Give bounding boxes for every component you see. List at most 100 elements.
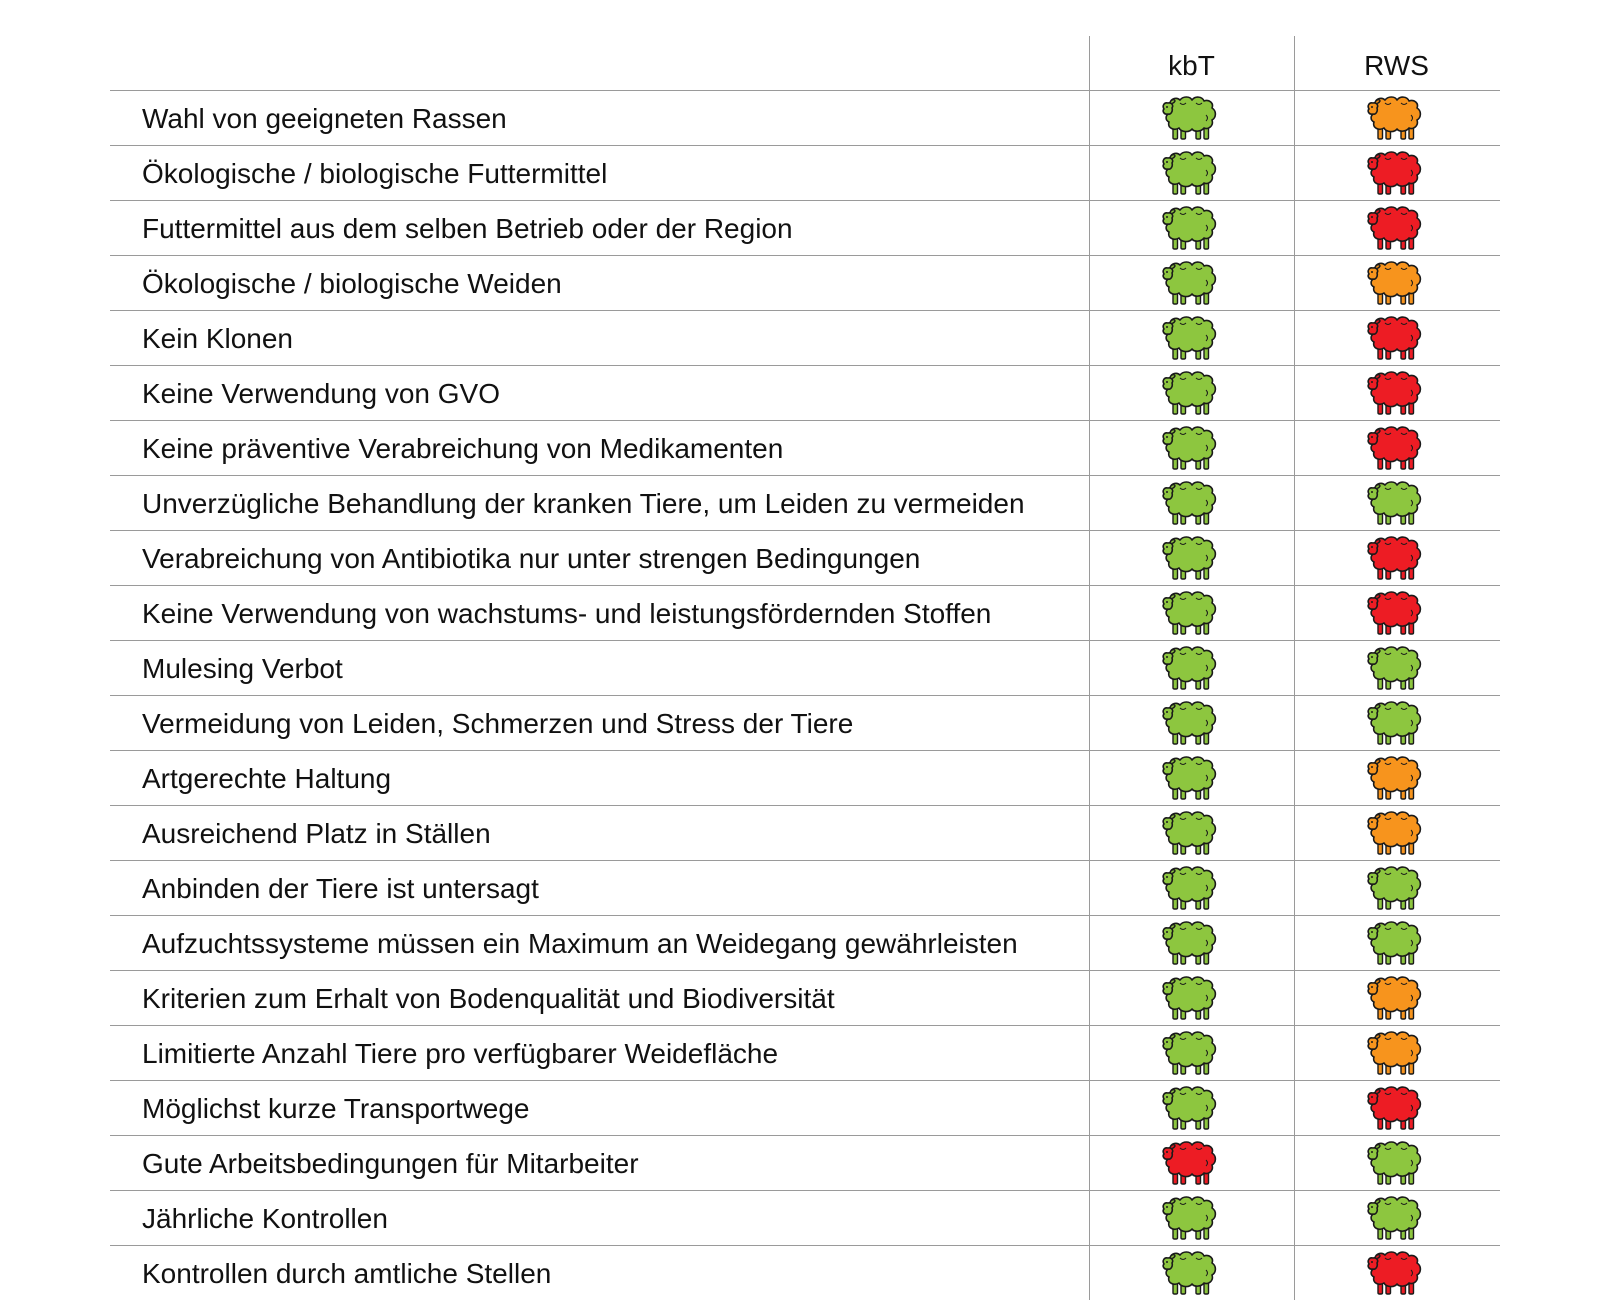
- rws-rating-cell: [1294, 806, 1499, 860]
- table-row: Anbinden der Tiere ist untersagt: [110, 861, 1500, 916]
- sheep-icon: [1366, 1251, 1421, 1295]
- table-row: Keine Verwendung von GVO: [110, 366, 1500, 421]
- rws-rating-cell: [1294, 531, 1499, 585]
- criterion-label: Anbinden der Tiere ist untersagt: [142, 873, 539, 904]
- criterion-label: Verabreichung von Antibiotika nur unter …: [142, 543, 921, 574]
- kbt-rating-cell: [1089, 1026, 1294, 1080]
- table-row: Möglichst kurze Transportwege: [110, 1081, 1500, 1136]
- criterion-label: Jährliche Kontrollen: [142, 1203, 388, 1234]
- kbt-rating-cell: [1089, 861, 1294, 915]
- sheep-icon: [1366, 371, 1421, 415]
- table-row: Ausreichend Platz in Ställen: [110, 806, 1500, 861]
- sheep-icon: [1366, 481, 1421, 525]
- rws-rating-cell: [1294, 696, 1499, 750]
- criterion-label: Mulesing Verbot: [142, 653, 343, 684]
- rws-rating-cell: [1294, 1136, 1499, 1190]
- criterion-label: Keine Verwendung von GVO: [142, 378, 501, 409]
- comparison-table: kbT RWS Wahl von geeigneten Rassen Ökolog…: [110, 36, 1500, 1300]
- criterion-label: Vermeidung von Leiden, Schmerzen und Str…: [142, 708, 854, 739]
- sheep-icon: [1366, 536, 1421, 580]
- rws-rating-cell: [1294, 201, 1499, 255]
- table-row: Kein Klonen: [110, 311, 1500, 366]
- sheep-icon: [1366, 1141, 1421, 1185]
- sheep-icon: [1366, 206, 1421, 250]
- sheep-icon: [1366, 921, 1421, 965]
- table-row: Verabreichung von Antibiotika nur unter …: [110, 531, 1500, 586]
- criterion-label: Keine Verwendung von wachstums- und leis…: [142, 598, 992, 629]
- table-row: Limitierte Anzahl Tiere pro verfügbarer …: [110, 1026, 1500, 1081]
- rws-rating-cell: [1294, 1191, 1499, 1245]
- kbt-rating-cell: [1089, 421, 1294, 475]
- header-row: kbT RWS: [110, 36, 1500, 91]
- sheep-icon: [1366, 701, 1421, 745]
- sheep-icon: [1161, 316, 1216, 360]
- sheep-icon: [1161, 811, 1216, 855]
- column-divider: [1294, 36, 1295, 1300]
- criterion-label: Kontrollen durch amtliche Stellen: [142, 1258, 552, 1289]
- sheep-icon: [1161, 1086, 1216, 1130]
- criterion-label: Keine präventive Verabreichung von Medik…: [142, 433, 784, 464]
- sheep-icon: [1366, 151, 1421, 195]
- sheep-icon: [1366, 1196, 1421, 1240]
- rws-rating-cell: [1294, 971, 1499, 1025]
- sheep-icon: [1161, 1141, 1216, 1185]
- criterion-label: Unverzügliche Behandlung der kranken Tie…: [142, 488, 1025, 519]
- kbt-rating-cell: [1089, 1136, 1294, 1190]
- sheep-icon: [1366, 316, 1421, 360]
- sheep-icon: [1366, 261, 1421, 305]
- kbt-rating-cell: [1089, 146, 1294, 200]
- criterion-label: Kriterien zum Erhalt von Bodenqualität u…: [142, 983, 835, 1014]
- rws-rating-cell: [1294, 861, 1499, 915]
- table-row: Ökologische / biologische Futtermittel: [110, 146, 1500, 201]
- kbt-rating-cell: [1089, 696, 1294, 750]
- sheep-icon: [1366, 426, 1421, 470]
- sheep-icon: [1366, 591, 1421, 635]
- sheep-icon: [1161, 591, 1216, 635]
- rws-rating-cell: [1294, 421, 1499, 475]
- rws-rating-cell: [1294, 1081, 1499, 1135]
- rws-rating-cell: [1294, 1246, 1499, 1300]
- sheep-icon: [1161, 1196, 1216, 1240]
- sheep-icon: [1161, 866, 1216, 910]
- column-divider: [1089, 36, 1090, 1300]
- criterion-label: Ökologische / biologische Weiden: [142, 268, 562, 299]
- criterion-label: Kein Klonen: [142, 323, 294, 354]
- kbt-rating-cell: [1089, 366, 1294, 420]
- kbt-rating-cell: [1089, 1246, 1294, 1300]
- sheep-icon: [1366, 96, 1421, 140]
- kbt-rating-cell: [1089, 971, 1294, 1025]
- table-row: Kontrollen durch amtliche Stellen: [110, 1246, 1500, 1300]
- sheep-icon: [1161, 96, 1216, 140]
- rws-rating-cell: [1294, 311, 1499, 365]
- table-row: Ökologische / biologische Weiden: [110, 256, 1500, 311]
- criterion-label: Wahl von geeigneten Rassen: [142, 103, 507, 134]
- criterion-label: Ausreichend Platz in Ställen: [142, 818, 491, 849]
- table-row: Gute Arbeitsbedingungen für Mitarbeiter: [110, 1136, 1500, 1191]
- criterion-label: Artgerechte Haltung: [142, 763, 392, 794]
- kbt-rating-cell: [1089, 476, 1294, 530]
- rws-rating-cell: [1294, 146, 1499, 200]
- sheep-icon: [1161, 206, 1216, 250]
- kbt-rating-cell: [1089, 641, 1294, 695]
- table-row: Mulesing Verbot: [110, 641, 1500, 696]
- rws-rating-cell: [1294, 476, 1499, 530]
- table-row: Vermeidung von Leiden, Schmerzen und Str…: [110, 696, 1500, 751]
- criterion-label: Limitierte Anzahl Tiere pro verfügbarer …: [142, 1038, 779, 1069]
- criterion-label: Aufzuchtssysteme müssen ein Maximum an W…: [142, 928, 1018, 959]
- table-row: Artgerechte Haltung: [110, 751, 1500, 806]
- sheep-icon: [1366, 811, 1421, 855]
- criterion-label: Möglichst kurze Transportwege: [142, 1093, 530, 1124]
- table-row: Futtermittel aus dem selben Betrieb oder…: [110, 201, 1500, 256]
- sheep-icon: [1161, 701, 1216, 745]
- sheep-icon: [1161, 426, 1216, 470]
- table-row: Wahl von geeigneten Rassen: [110, 91, 1500, 146]
- kbt-rating-cell: [1089, 916, 1294, 970]
- table-row: Kriterien zum Erhalt von Bodenqualität u…: [110, 971, 1500, 1026]
- sheep-icon: [1161, 646, 1216, 690]
- sheep-icon: [1161, 921, 1216, 965]
- sheep-icon: [1161, 976, 1216, 1020]
- rws-rating-cell: [1294, 916, 1499, 970]
- sheep-icon: [1366, 1031, 1421, 1075]
- kbt-rating-cell: [1089, 256, 1294, 310]
- rws-rating-cell: [1294, 586, 1499, 640]
